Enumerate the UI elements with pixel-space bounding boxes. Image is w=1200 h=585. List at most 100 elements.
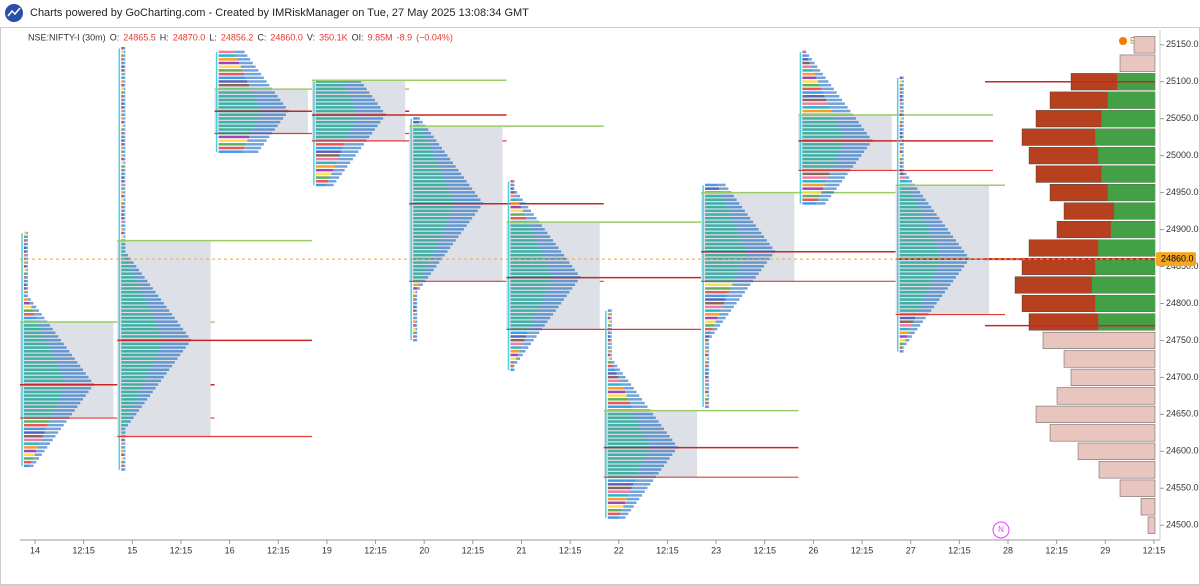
tpo-row	[899, 246, 937, 250]
tpo-row	[643, 460, 667, 464]
tpo-row	[802, 202, 817, 205]
tpo-row	[802, 198, 818, 201]
tpo-row	[413, 183, 447, 187]
tpo-row	[415, 324, 418, 327]
tpo-row	[26, 276, 28, 279]
tpo-row	[607, 431, 644, 434]
tpo-row	[417, 117, 420, 120]
tpo-row	[123, 242, 126, 246]
symbol: NSE:NIFTY-I (30m)	[28, 32, 106, 42]
tpo-row	[413, 283, 419, 286]
tpo-row	[121, 253, 126, 257]
tpo-row	[218, 150, 243, 153]
tpo-row	[242, 150, 259, 153]
tpo-row	[902, 98, 904, 102]
tpo-row	[24, 301, 30, 305]
logo-mark	[7, 7, 21, 17]
tpo-row	[634, 479, 654, 482]
tpo-row	[121, 316, 154, 320]
tpo-row	[315, 150, 342, 153]
tpo-row	[610, 331, 612, 335]
tpo-row	[607, 460, 644, 464]
tpo-row	[899, 172, 904, 176]
tpo-row	[610, 350, 612, 353]
tpo-row	[121, 368, 151, 371]
tpo-row	[899, 261, 941, 264]
tpo-row	[121, 191, 124, 194]
tpo-row	[413, 261, 429, 264]
tpo-row	[921, 213, 937, 216]
tpo-row	[899, 279, 932, 283]
tpo-row	[24, 379, 65, 383]
tpo-row	[802, 165, 833, 168]
tpo-row	[707, 375, 710, 379]
tpo-row	[121, 91, 124, 94]
composite-bar	[1147, 516, 1156, 534]
tpo-row	[37, 446, 48, 449]
tpo-row	[413, 161, 438, 165]
tpo-row	[338, 157, 353, 161]
y-tick-label: 24650.0	[1166, 409, 1199, 419]
tpo-row	[341, 150, 359, 153]
tpo-row	[123, 135, 126, 139]
tpo-row	[902, 76, 904, 80]
tpo-row	[121, 58, 124, 61]
tpo-row	[510, 301, 541, 305]
tpo-row	[62, 390, 89, 394]
tpo-row	[705, 398, 708, 401]
tpo-row	[64, 386, 92, 390]
tpo-row	[705, 368, 708, 371]
tpo-row	[234, 50, 245, 54]
tpo-row	[802, 50, 805, 54]
ohlc-label: L:	[209, 32, 217, 42]
tpo-row	[413, 331, 416, 335]
tpo-row	[717, 183, 726, 187]
tpo-row	[821, 87, 834, 91]
tpo-row	[121, 143, 124, 146]
x-tick-label: 19	[322, 545, 332, 555]
tpo-row	[239, 61, 253, 65]
tpo-row	[705, 390, 708, 394]
tpo-row	[923, 216, 940, 220]
tpo-row	[413, 172, 442, 176]
tpo-row	[24, 364, 58, 368]
tpo-row	[123, 154, 126, 157]
tpo-row	[707, 386, 710, 390]
tpo-row	[802, 65, 812, 68]
tpo-row	[510, 313, 536, 316]
tpo-row	[24, 412, 53, 416]
tpo-row	[242, 69, 259, 72]
tpo-row	[123, 120, 126, 124]
tpo-row	[413, 135, 426, 139]
tpo-row	[813, 69, 821, 72]
tpo-row	[121, 150, 124, 153]
tpo-row	[705, 202, 726, 205]
tpo-row	[705, 209, 729, 213]
tpo-row	[218, 117, 258, 120]
tpo-row	[899, 139, 903, 142]
tpo-row	[62, 375, 89, 379]
tpo-row	[899, 287, 929, 290]
tpo-row	[123, 54, 126, 57]
tpo-row	[915, 198, 926, 201]
tpo-row	[827, 102, 845, 105]
tpo-row	[349, 95, 373, 98]
tpo-row	[315, 183, 327, 187]
tpo-row	[123, 460, 126, 464]
tpo-row	[829, 172, 848, 176]
tpo-row	[125, 253, 129, 257]
tpo-row	[121, 61, 124, 65]
tpo-row	[510, 316, 535, 320]
tpo-row	[123, 431, 126, 434]
tpo-row	[123, 157, 126, 161]
tpo-row	[899, 135, 903, 139]
tpo-row	[121, 416, 129, 420]
tpo-row	[899, 331, 909, 335]
tpo-row	[24, 290, 27, 294]
tpo-row	[928, 228, 948, 231]
tpo-row	[899, 216, 924, 220]
tpo-row	[121, 405, 134, 408]
tpo-row	[547, 287, 573, 290]
tpo-row	[547, 265, 573, 268]
